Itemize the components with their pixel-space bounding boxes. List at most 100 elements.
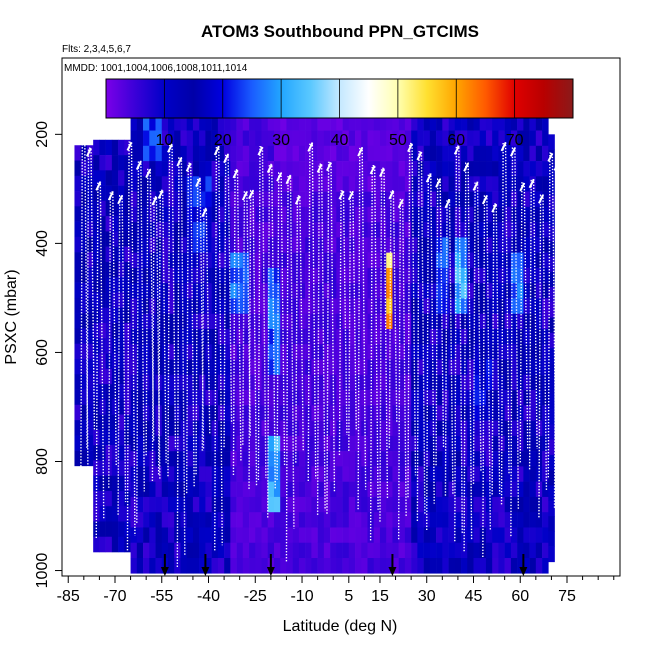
heatmap-cell [355,252,362,269]
heatmap-cell [398,344,406,360]
heatmap-cell [161,115,169,131]
heatmap-cell [336,435,343,452]
heatmap-cell [498,252,505,269]
heatmap-cell [180,145,187,162]
heatmap-cell [317,344,325,360]
heatmap-cell [93,521,100,538]
colorbar-tick-label: 20 [214,132,232,149]
heatmap-cell [348,237,356,253]
heatmap-cell [136,206,144,223]
heatmap-cell [454,466,462,482]
heatmap-cell [317,267,325,284]
heatmap-cell [93,414,100,431]
heatmap-cell [280,161,287,177]
heatmap-cell [485,176,493,192]
flight-profile-top [491,203,498,213]
heatmap-cell [479,359,487,376]
heatmap-cell [348,298,356,315]
heatmap-cell [236,420,244,437]
heatmap-cell [355,115,362,131]
flight-profile [126,141,136,551]
heatmap-cell [467,496,474,513]
heatmap-cell [80,252,88,268]
heatmap-cell [136,466,144,482]
heatmap-cell [118,353,125,370]
heatmap-cell [485,222,493,238]
heatmap-cell [236,435,244,452]
y-tick-label: 600 [34,339,51,366]
heatmap-cell [80,206,88,222]
flight-profile-top [157,189,164,199]
heatmap-cell [386,115,393,131]
heatmap-cell [167,252,175,269]
x-tick-label: -40 [197,588,220,605]
heatmap-cell [529,359,537,376]
heatmap-cell [392,145,399,162]
heatmap-cell [542,527,549,544]
heatmap-cell [305,512,312,528]
heatmap-cell [330,420,337,437]
heatmap-cell [436,313,443,330]
heatmap-cell [404,252,412,269]
heatmap-cell [517,191,524,208]
heatmap-cell [436,466,443,482]
heatmap-cell [485,252,493,269]
heatmap-cell [230,420,237,437]
heatmap-cell [398,206,406,223]
heatmap-cell [298,130,306,147]
heatmap-cell [398,115,406,131]
heatmap-cell [111,521,119,538]
heatmap-cell [342,176,350,192]
heatmap-cell [361,145,368,162]
heatmap-cell [467,206,474,223]
heatmap-cell [149,512,156,528]
heatmap-cell [548,164,555,181]
heatmap-cell [143,481,150,498]
heatmap-cell [504,145,512,162]
heatmap-cell [479,466,487,482]
heatmap-cell [124,414,131,431]
heatmap-cell [398,390,406,406]
heatmap-cell [485,191,493,208]
heatmap-cell [436,328,443,345]
heatmap-cell [367,328,375,345]
heatmap-cell [361,542,368,559]
heatmap-cell [273,115,281,131]
heatmap-cell [136,328,144,345]
heatmap-cell [473,267,481,284]
heatmap-cell [336,496,343,513]
heatmap-cell [149,206,156,223]
heatmap-cell [542,466,549,482]
heatmap-cell [529,527,537,544]
heatmap-cell [155,390,163,406]
heatmap-cell [286,298,293,315]
heatmap-cell [336,542,343,559]
heatmap-cell [323,374,331,391]
heatmap-cell [267,451,275,467]
heatmap-cell [305,176,312,192]
arrow-markers [160,554,528,576]
heatmap-cell [267,527,275,544]
heatmap-cell [517,481,524,498]
heatmap-cell [454,390,462,406]
heatmap-cell [473,390,481,406]
heatmap-cell [492,328,499,345]
heatmap-cell [242,283,250,299]
heatmap-cell [542,222,549,238]
heatmap-cell [417,252,424,269]
heatmap-cell [136,344,144,360]
heatmap-cell [542,115,549,131]
heatmap-cell [249,481,256,498]
heatmap-cell [280,496,287,513]
heatmap-cell [330,161,337,177]
heatmap-cell [217,283,225,299]
heatmap-cell [492,542,499,559]
heatmap-cell [548,210,555,227]
heatmap-cell [529,206,537,223]
heatmap-cell [111,475,119,492]
heatmap-cell [404,542,412,559]
heatmap-cell [404,267,412,284]
heatmap-cell [311,435,318,452]
heatmap-cell [267,206,275,223]
heatmap-cell [461,206,468,223]
